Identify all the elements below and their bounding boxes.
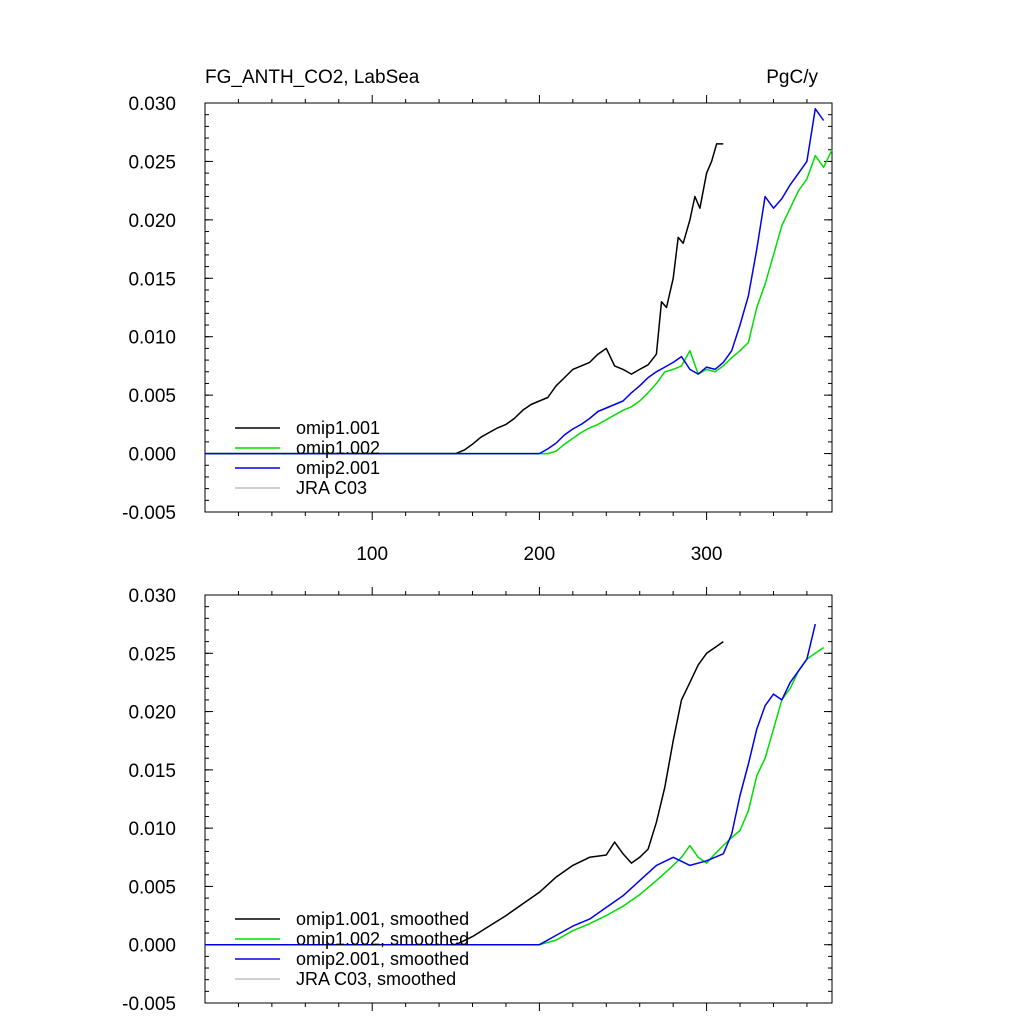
legend-label: omip2.001, smoothed bbox=[296, 949, 469, 969]
bottom-panel: -0.005 0.000 0.005 0.010 0.015 0.020 0.025 0.03… bbox=[122, 586, 833, 1015]
legend-label: omip2.001 bbox=[296, 458, 380, 478]
y-tick-label: 0.000 bbox=[128, 445, 176, 466]
y-tick-label: 0.020 bbox=[128, 211, 176, 232]
y-tick-label: 0.010 bbox=[128, 328, 176, 349]
legend-label: omip1.001 bbox=[296, 418, 380, 438]
y-tick-label: 0.000 bbox=[128, 936, 176, 957]
x-tick-label: 100 bbox=[356, 544, 388, 565]
units-label: PgC/y bbox=[766, 67, 818, 88]
y-tick-label: 0.015 bbox=[128, 269, 176, 290]
legend-label: omip1.002 bbox=[296, 438, 380, 458]
plot-frame bbox=[204, 102, 833, 513]
y-tick-label: -0.005 bbox=[122, 994, 176, 1015]
y-tick-label: 0.030 bbox=[128, 94, 176, 115]
legend-label: JRA C03, smoothed bbox=[296, 969, 456, 989]
legend-label: omip1.001, smoothed bbox=[296, 909, 469, 929]
legend-label: omip1.002, smoothed bbox=[296, 929, 469, 949]
y-tick-label: 0.010 bbox=[128, 819, 176, 840]
y-tick-label: -0.005 bbox=[122, 503, 176, 524]
y-tick-label: 0.030 bbox=[128, 586, 176, 607]
x-tick-label: 200 bbox=[524, 544, 556, 565]
series-line bbox=[205, 108, 825, 455]
x-tick-label: 300 bbox=[691, 544, 723, 565]
y-tick-label: 0.020 bbox=[128, 703, 176, 724]
top-panel: FG_ANTH_CO2, LabSea PgC/y -0.005 0.000 0.0… bbox=[122, 67, 833, 565]
y-tick-label: 0.005 bbox=[128, 877, 176, 898]
series-line bbox=[205, 640, 724, 946]
y-tick-label: 0.015 bbox=[128, 761, 176, 782]
y-tick-label: 0.025 bbox=[128, 644, 176, 665]
chart-title: FG_ANTH_CO2, LabSea bbox=[205, 67, 420, 88]
legend-label: JRA C03 bbox=[296, 478, 367, 498]
series-line bbox=[205, 143, 724, 455]
series-line bbox=[205, 646, 825, 946]
y-tick-label: 0.005 bbox=[128, 386, 176, 407]
series-line bbox=[205, 149, 833, 455]
plot-frame bbox=[204, 594, 833, 1004]
y-tick-label: 0.025 bbox=[128, 152, 176, 173]
series-line bbox=[205, 623, 817, 946]
